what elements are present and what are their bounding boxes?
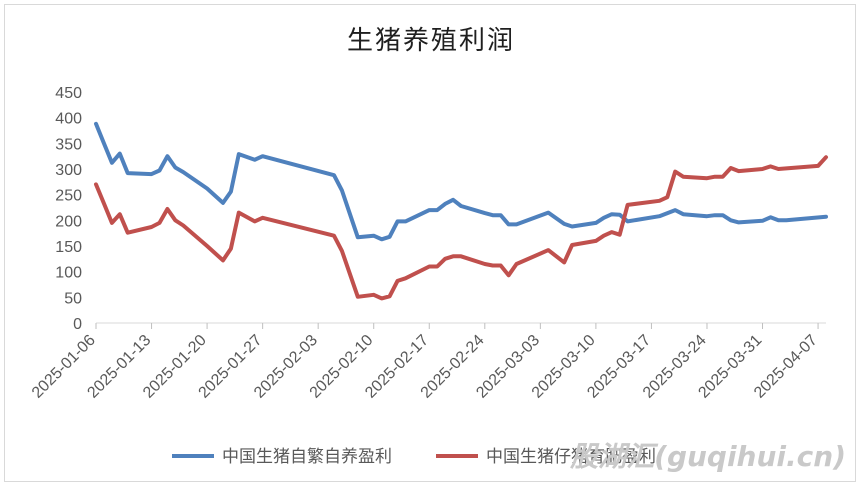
chart-title: 生猪养殖利润	[346, 26, 515, 56]
y-tick-label: 200	[55, 213, 82, 230]
y-axis: 0 50 100 150 200 250 300 350 400 450	[55, 85, 82, 333]
legend-label-piglet-fattening: 中国生猪仔猪育肥盈利	[486, 447, 656, 467]
y-tick-label: 250	[55, 188, 82, 205]
y-tick-label: 350	[55, 136, 82, 153]
series-line-self-breeding	[94, 121, 828, 242]
watermark: 股湖汇(guqihui.cn)	[569, 440, 846, 473]
y-tick-label: 450	[55, 85, 82, 102]
legend: 中国生猪自繁自养盈利 中国生猪仔猪育肥盈利	[172, 447, 656, 467]
y-tick-label: 400	[55, 111, 82, 128]
x-axis: 2025-01-062025-01-132025-01-202025-01-27…	[29, 322, 826, 402]
y-tick-label: 300	[55, 162, 82, 179]
y-tick-label: 100	[55, 265, 82, 282]
series-layer	[94, 121, 828, 301]
chart-frame	[4, 4, 856, 482]
y-tick-label: 50	[64, 290, 82, 307]
y-tick-label: 150	[55, 239, 82, 256]
series-line-piglet-fattening	[94, 155, 828, 301]
legend-label-self-breeding: 中国生猪自繁自养盈利	[222, 447, 392, 467]
y-tick-label: 0	[73, 316, 82, 333]
